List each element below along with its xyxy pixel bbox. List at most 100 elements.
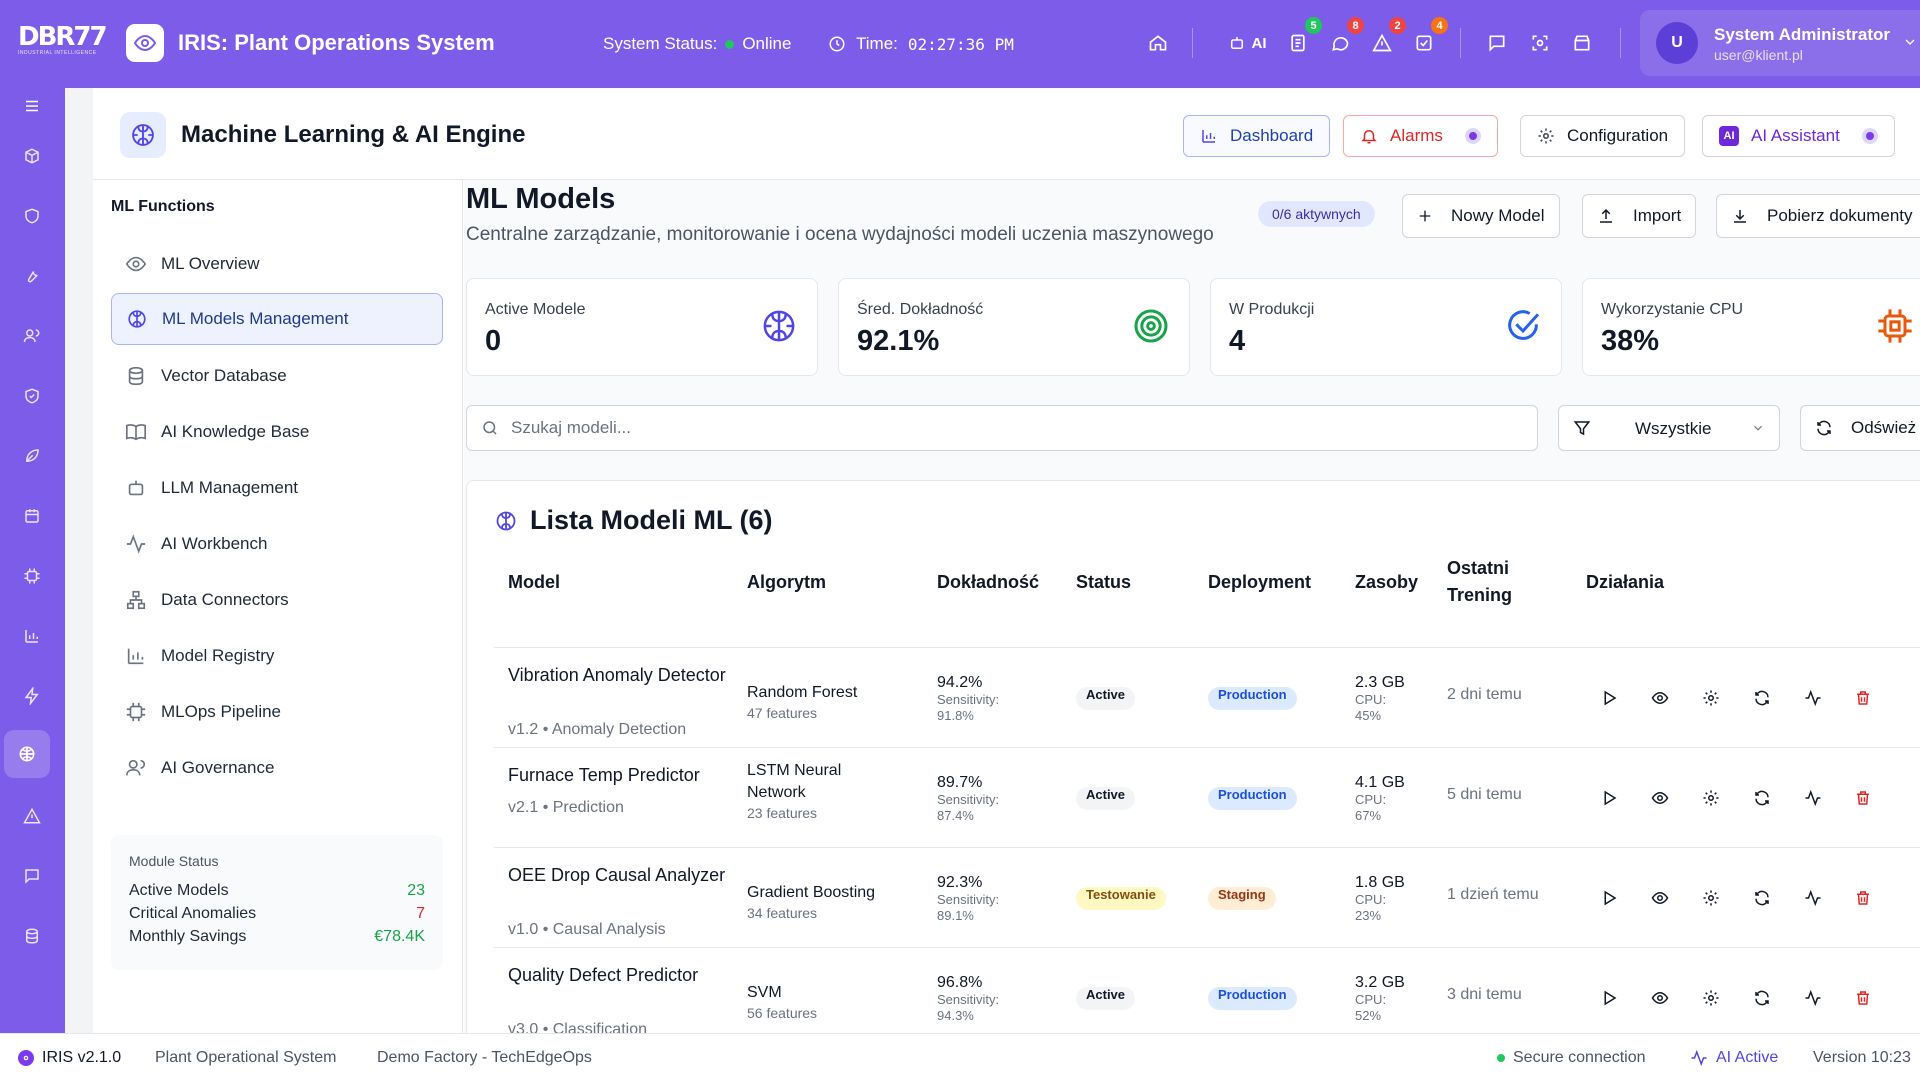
ai-assistant-toggle[interactable]	[1861, 128, 1878, 144]
chat-icon[interactable]	[1485, 31, 1509, 55]
gear-icon[interactable]	[1699, 986, 1723, 1010]
dashboard-button[interactable]: Dashboard	[1183, 115, 1331, 157]
gear-icon[interactable]	[1699, 886, 1723, 910]
fn-item-llm-management[interactable]: LLM Management	[111, 462, 443, 514]
store-icon[interactable]	[1570, 31, 1594, 55]
trash-icon[interactable]	[1851, 886, 1875, 910]
activity-icon[interactable]	[1801, 986, 1825, 1010]
import-button[interactable]: Import	[1582, 194, 1697, 238]
fn-item-model-registry[interactable]: Model Registry	[111, 630, 443, 682]
th-actions: Działania	[1586, 572, 1665, 592]
activity-icon[interactable]	[1801, 686, 1825, 710]
th-status[interactable]: Status	[1076, 572, 1132, 592]
message-icon[interactable]: 8	[1328, 17, 1364, 55]
fn-item-ai-knowledge-base[interactable]: AI Knowledge Base	[111, 406, 443, 458]
fn-item-data-connectors[interactable]: Data Connectors	[111, 574, 443, 626]
chat-icon[interactable]	[18, 862, 46, 890]
tasks-icon[interactable]: 4	[1412, 17, 1448, 55]
configuration-button[interactable]: Configuration	[1520, 115, 1686, 157]
deployment-badge: Production	[1208, 687, 1297, 710]
warning-icon[interactable]: 2	[1370, 17, 1406, 55]
refresh-button[interactable]: Odśwież	[1800, 405, 1920, 451]
model-name[interactable]: OEE Drop Causal Analyzer	[508, 865, 726, 885]
model-name[interactable]: Vibration Anomaly Detector	[508, 665, 726, 685]
table-row[interactable]: Furnace Temp Predictor v2.1 • Prediction…	[494, 748, 1920, 848]
user-menu[interactable]: U System Administrator user@klient.pl	[1640, 10, 1920, 76]
retrain-icon[interactable]	[1750, 686, 1774, 710]
plus-icon	[1419, 210, 1431, 222]
th-accuracy[interactable]: Dokładność	[937, 572, 1040, 592]
scan-icon[interactable]	[1528, 31, 1552, 55]
reports-icon[interactable]: 5	[1286, 17, 1322, 55]
accuracy-value: 89.7%	[937, 774, 983, 791]
alarms-button[interactable]: Alarms	[1343, 115, 1498, 157]
model-name[interactable]: Quality Defect Predictor	[508, 965, 699, 985]
wrench-icon[interactable]	[18, 262, 46, 290]
alarms-label: Alarms	[1390, 126, 1443, 145]
bar-chart-icon[interactable]	[18, 622, 46, 650]
trash-icon[interactable]	[1851, 786, 1875, 810]
eye-icon[interactable]	[1648, 686, 1672, 710]
eye-icon	[126, 24, 164, 62]
th-last-training[interactable]: Ostatni Trening	[1447, 558, 1513, 605]
calendar-icon[interactable]	[18, 502, 46, 530]
play-icon[interactable]	[1597, 886, 1621, 910]
database-icon[interactable]	[18, 922, 46, 950]
ml-engine-nav-active[interactable]	[4, 730, 50, 778]
company-logo[interactable]: DBR77 INDUSTRIAL INTELLIGENCE	[18, 22, 113, 62]
lightning-icon[interactable]	[18, 682, 46, 710]
sensitivity-value: 87.4%	[937, 808, 974, 823]
brain-icon	[19, 746, 35, 762]
eye-icon[interactable]	[1648, 986, 1672, 1010]
new-model-button[interactable]: Nowy Model	[1402, 194, 1560, 238]
gear-icon[interactable]	[1699, 686, 1723, 710]
fn-item-ml-models-management[interactable]: ML Models Management	[111, 293, 443, 345]
th-deployment[interactable]: Deployment	[1208, 572, 1312, 592]
play-icon[interactable]	[1597, 786, 1621, 810]
page-title: Machine Learning & AI Engine	[181, 121, 526, 148]
th-algorithm[interactable]: Algorytm	[747, 572, 827, 592]
retrain-icon[interactable]	[1750, 886, 1774, 910]
active-count-badge: 0/6 aktywnych	[1258, 201, 1375, 227]
fn-item-mlops-pipeline[interactable]: MLOps Pipeline	[111, 686, 443, 738]
download-docs-button[interactable]: Pobierz dokumenty	[1716, 194, 1920, 238]
chip-icon[interactable]	[18, 562, 46, 590]
th-resources[interactable]: Zasoby	[1355, 572, 1419, 592]
eye-icon[interactable]	[1648, 886, 1672, 910]
home-icon[interactable]	[1146, 31, 1170, 55]
trash-icon[interactable]	[1851, 686, 1875, 710]
table-row[interactable]: Quality Defect Predictor v3.0 • Classifi…	[494, 948, 1920, 1033]
trash-icon[interactable]	[1851, 986, 1875, 1010]
retrain-icon[interactable]	[1750, 786, 1774, 810]
box-icon[interactable]	[18, 142, 46, 170]
eye-icon[interactable]	[1648, 786, 1672, 810]
ai-assistant-button[interactable]: AI AI Assistant	[1702, 115, 1895, 157]
shield-icon[interactable]	[18, 202, 46, 230]
table-row[interactable]: OEE Drop Causal Analyzer v1.0 • Causal A…	[494, 848, 1920, 948]
models-table-card: Lista Modeli ML (6) Model Algorytm Dokła…	[466, 480, 1920, 1033]
play-icon[interactable]	[1597, 986, 1621, 1010]
alert-triangle-icon[interactable]	[18, 802, 46, 830]
algorithm: SVM 56 features	[747, 982, 887, 1022]
model-name[interactable]: Furnace Temp Predictor	[508, 765, 700, 785]
leaf-icon[interactable]	[18, 442, 46, 470]
th-model[interactable]: Model	[508, 572, 560, 592]
retrain-icon[interactable]	[1750, 986, 1774, 1010]
activity-icon[interactable]	[1801, 786, 1825, 810]
fn-item-ai-workbench[interactable]: AI Workbench	[111, 518, 443, 570]
search-input[interactable]: Szukaj modeli...	[466, 405, 1538, 451]
activity-icon[interactable]	[1801, 886, 1825, 910]
alarms-toggle[interactable]	[1464, 128, 1481, 144]
ai-button[interactable]: AI	[1222, 31, 1272, 55]
fn-item-vector-database[interactable]: Vector Database	[111, 350, 443, 402]
fn-item-ai-governance[interactable]: AI Governance	[111, 742, 443, 794]
filter-select[interactable]: Wszystkie	[1558, 405, 1780, 451]
fn-item-ml-overview[interactable]: ML Overview	[111, 238, 443, 290]
gear-icon[interactable]	[1699, 786, 1723, 810]
menu-icon[interactable]	[18, 92, 46, 120]
play-icon[interactable]	[1597, 686, 1621, 710]
users-icon[interactable]	[18, 322, 46, 350]
status-badge: Active	[1076, 987, 1136, 1010]
table-row[interactable]: Vibration Anomaly Detector v1.2 • Anomal…	[494, 648, 1920, 748]
shield-check-icon[interactable]	[18, 382, 46, 410]
